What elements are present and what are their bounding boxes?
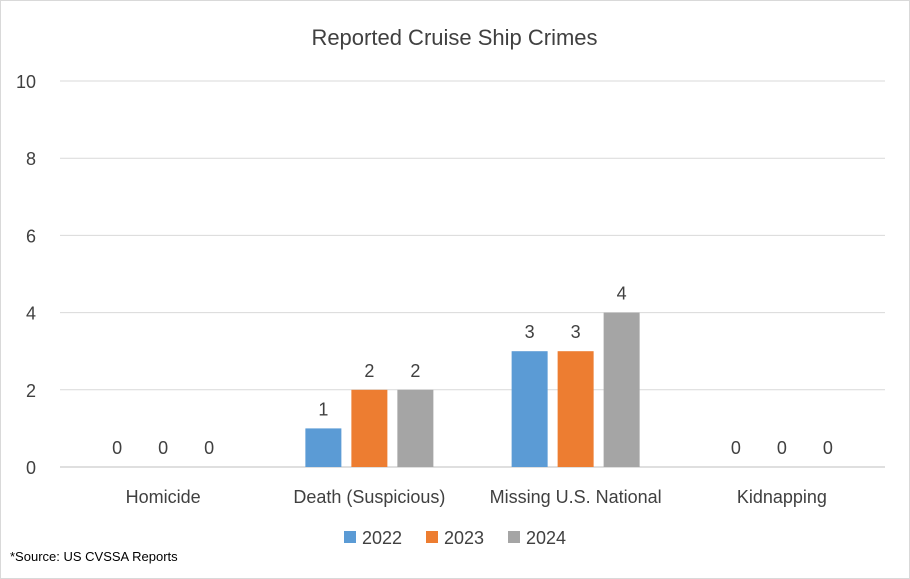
data-label: 3 [571, 322, 581, 342]
bar [305, 428, 342, 467]
data-label: 2 [364, 361, 374, 381]
bar [603, 312, 640, 467]
data-label: 0 [112, 438, 122, 458]
legend-swatch [344, 531, 356, 543]
data-label: 0 [204, 438, 214, 458]
bar [511, 351, 548, 467]
legend-label: 2023 [444, 528, 484, 548]
x-tick-label: Death (Suspicious) [293, 487, 445, 507]
y-tick-label: 0 [26, 458, 36, 478]
y-tick-label: 10 [16, 72, 36, 92]
x-tick-label: Kidnapping [737, 487, 827, 507]
legend-swatch [426, 531, 438, 543]
legend-label: 2024 [526, 528, 566, 548]
data-label: 0 [158, 438, 168, 458]
data-label: 2 [410, 361, 420, 381]
data-label: 0 [777, 438, 787, 458]
x-tick-label: Homicide [126, 487, 201, 507]
y-tick-label: 6 [26, 226, 36, 246]
x-tick-label: Missing U.S. National [490, 487, 662, 507]
y-tick-label: 4 [26, 304, 36, 324]
y-tick-label: 8 [26, 149, 36, 169]
bar [557, 351, 594, 467]
legend-label: 2022 [362, 528, 402, 548]
data-label: 0 [731, 438, 741, 458]
legend-swatch [508, 531, 520, 543]
data-label: 4 [617, 284, 627, 304]
bar [397, 389, 434, 467]
data-label: 1 [318, 399, 328, 419]
data-label: 3 [525, 322, 535, 342]
bar [351, 389, 388, 467]
data-label: 0 [823, 438, 833, 458]
source-footnote: *Source: US CVSSA Reports [10, 549, 178, 564]
chart-title: Reported Cruise Ship Crimes [311, 25, 597, 50]
y-tick-label: 2 [26, 381, 36, 401]
